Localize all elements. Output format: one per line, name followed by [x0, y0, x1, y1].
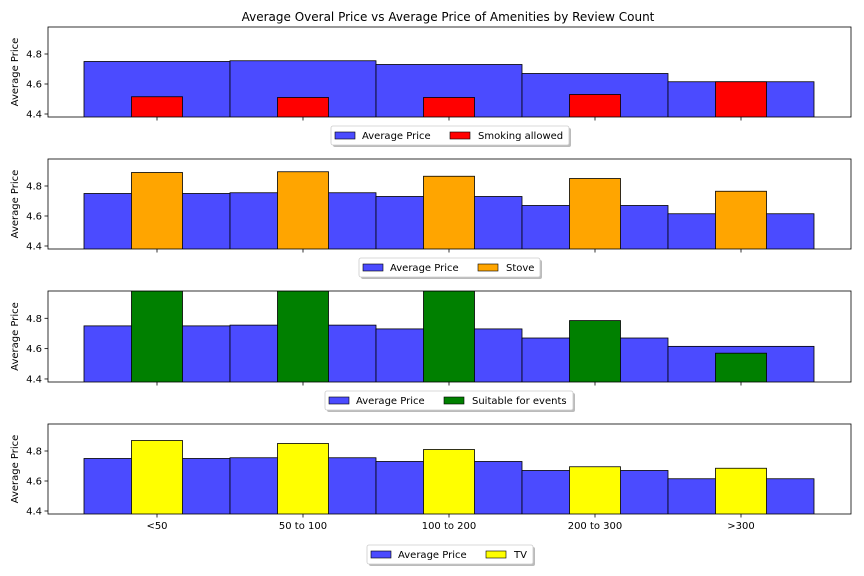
subplot-2: 4.4 4.6 4.8 Average Price Average Price Stove: [10, 158, 852, 279]
y-axis-label: Average Price: [10, 435, 21, 504]
subplot-1: 4.4 4.6 4.8 Average Price Average Price Smoki…: [10, 26, 852, 147]
x-tick-label: <50: [146, 521, 167, 532]
amenity-bar: [131, 96, 183, 117]
y-tick-label: 4.8: [26, 182, 42, 193]
y-axis-label: Average Price: [10, 302, 21, 371]
y-tick-label: 4.6: [26, 344, 42, 355]
x-tick-label: 50 to 100: [279, 521, 327, 532]
legend: Average Price Smoking allowed: [330, 125, 571, 147]
chart-title: Average Overal Price vs Average Price of…: [242, 10, 655, 24]
amenity-bar: [715, 81, 767, 117]
bars-2: [83, 171, 815, 249]
amenity-bar: [423, 97, 475, 117]
y-tick-label: 4.6: [26, 477, 42, 488]
y-tick-label: 4.8: [26, 447, 42, 458]
amenity-bar: [715, 352, 767, 382]
y-axis-label: Average Price: [10, 170, 21, 239]
x-tick-label: 200 to 300: [568, 521, 623, 532]
legend-swatch-average-price: [334, 131, 356, 140]
amenity-bar: [569, 178, 621, 249]
y-tick-label: 4.4: [26, 242, 42, 253]
y-tick-label: 4.4: [26, 374, 42, 385]
legend-swatch-amenity: [477, 263, 499, 272]
legend-label-average-price: Average Price: [390, 263, 459, 274]
axes-frame: [47, 26, 852, 118]
legend-label-amenity: Smoking allowed: [478, 131, 563, 142]
amenity-bar: [423, 175, 475, 249]
axes-frame: [47, 158, 852, 250]
bars-3: [83, 291, 815, 382]
y-axis-label: Average Price: [10, 38, 21, 107]
legend-label-amenity: Stove: [506, 263, 534, 274]
amenity-bar: [715, 190, 767, 249]
amenity-bar: [277, 443, 329, 514]
legend-swatch-average-price: [328, 396, 350, 405]
y-tick-label: 4.8: [26, 50, 42, 61]
legend-swatch-amenity: [449, 131, 471, 140]
y-tick-label: 4.4: [26, 507, 42, 518]
legend-label-average-price: Average Price: [398, 550, 467, 561]
legend-label-average-price: Average Price: [356, 396, 425, 407]
amenity-bar: [277, 291, 329, 382]
legend-box: [366, 544, 534, 565]
legend-swatch-amenity: [485, 550, 507, 559]
legend-swatch-average-price: [362, 263, 384, 272]
x-tick-label: >300: [727, 521, 754, 532]
amenity-bar: [423, 291, 475, 382]
legend-label-amenity: TV: [513, 550, 527, 561]
bars-4: [83, 440, 815, 514]
amenity-bar: [277, 171, 329, 249]
bars-1: [83, 60, 815, 117]
legend-swatch-amenity: [443, 396, 465, 405]
legend: Average Price TV: [366, 544, 535, 566]
amenity-bar: [131, 291, 183, 382]
x-tick-label: 100 to 200: [422, 521, 477, 532]
legend-label-amenity: Suitable for events: [472, 396, 567, 407]
amenity-bar: [715, 467, 767, 514]
axes-frame: [47, 290, 852, 383]
legend: Average Price Stove: [358, 257, 542, 279]
amenity-bar: [131, 172, 183, 249]
subplot-3: 4.4 4.6 4.8 Average Price Average Price Suita…: [10, 290, 852, 412]
legend: Average Price Suitable for events: [324, 390, 575, 412]
amenity-bar: [569, 466, 621, 514]
axes-frame: [47, 423, 852, 515]
y-tick-label: 4.6: [26, 80, 42, 91]
legend-label-average-price: Average Price: [362, 131, 431, 142]
subplot-4: 4.4 4.6 4.8 <50 50 to 100 100 to 200 200 to 30…: [10, 423, 852, 566]
amenity-bar: [423, 449, 475, 514]
y-tick-label: 4.8: [26, 314, 42, 325]
amenity-bar: [131, 440, 183, 514]
y-tick-label: 4.6: [26, 212, 42, 223]
legend-box: [358, 257, 541, 278]
amenity-bar: [277, 97, 329, 117]
amenity-bar: [569, 320, 621, 382]
legend-swatch-average-price: [370, 550, 392, 559]
amenity-bar: [569, 94, 621, 117]
y-tick-label: 4.4: [26, 110, 42, 121]
